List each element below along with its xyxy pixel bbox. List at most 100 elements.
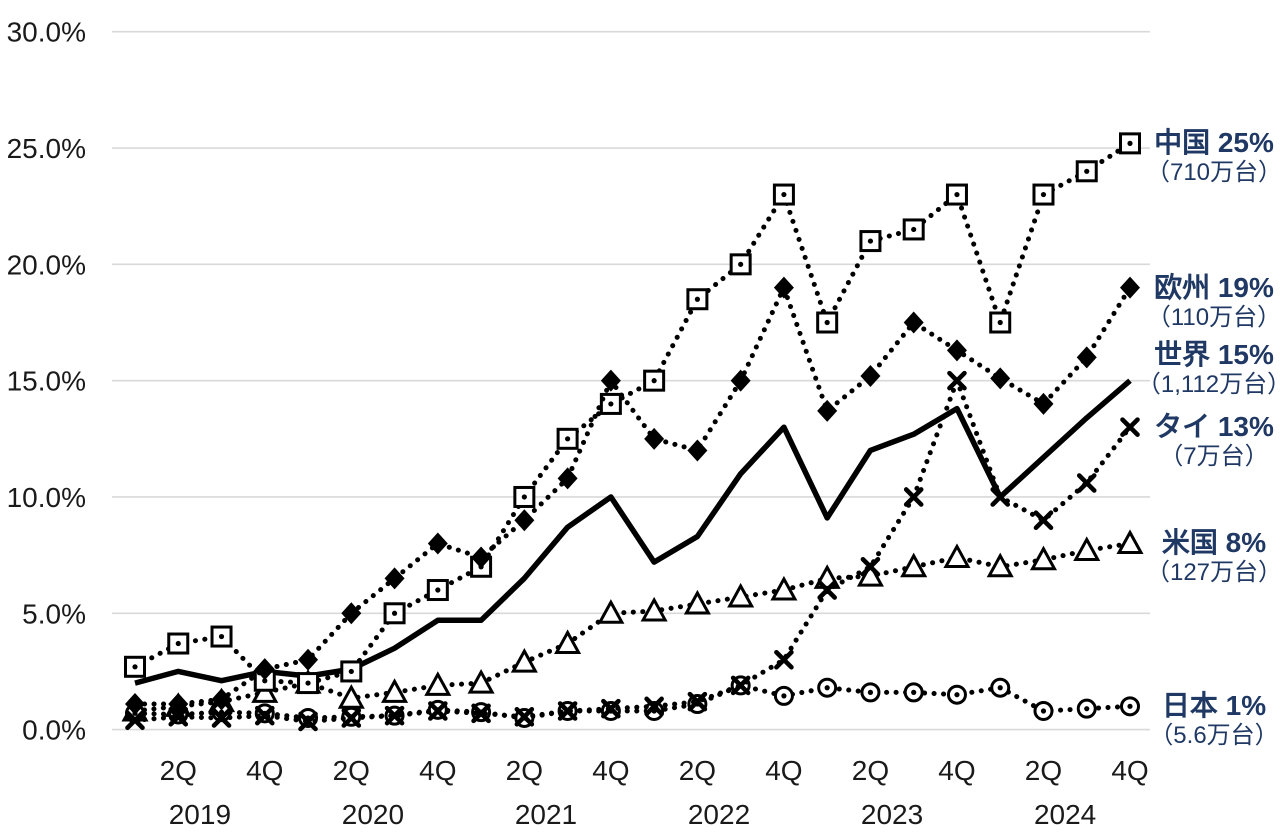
marker-center-dot	[1040, 191, 1047, 198]
marker-x-cross	[1076, 473, 1097, 493]
marker-filled-diamond	[384, 567, 405, 590]
marker-filled-diamond	[471, 546, 492, 569]
marker-filled-diamond	[730, 369, 751, 392]
x-axis-year-label: 2019	[169, 799, 231, 830]
y-axis-tick-label: 20.0%	[7, 249, 86, 280]
x-axis-quarter-label: 4Q	[765, 755, 802, 786]
marker-filled-diamond	[946, 339, 967, 362]
marker-open-triangle	[943, 543, 971, 568]
marker-open-triangle	[510, 648, 538, 673]
marker-x-cross	[774, 650, 794, 670]
x-axis-quarter-label: 2Q	[506, 755, 543, 786]
x-axis-quarter-label: 4Q	[419, 755, 456, 786]
marker-filled-diamond	[298, 648, 319, 671]
marker-x-cross	[557, 701, 578, 721]
marker-center-dot	[651, 378, 657, 384]
marker-filled-diamond	[644, 427, 665, 450]
marker-x-cross	[947, 370, 967, 391]
marker-open-triangle	[727, 582, 755, 608]
y-axis-tick-label: 5.0%	[22, 598, 86, 629]
series-line-china	[132, 140, 1133, 686]
y-axis-tick-label: 0.0%	[22, 715, 86, 746]
x-axis-quarter-label: 4Q	[246, 755, 283, 786]
marker-open-triangle	[770, 575, 798, 601]
x-axis-quarter-label: 2Q	[160, 755, 197, 786]
x-axis-year-label: 2022	[688, 799, 750, 830]
marker-x-cross	[168, 707, 189, 727]
series-world	[134, 378, 1132, 686]
marker-x-cross	[254, 705, 275, 726]
marker-center-dot	[824, 319, 830, 326]
marker-open-triangle	[1029, 545, 1058, 571]
marker-x-cross	[471, 703, 491, 724]
marker-filled-diamond	[427, 532, 448, 555]
marker-filled-diamond	[600, 369, 621, 392]
marker-center-dot	[132, 664, 138, 670]
marker-open-triangle	[381, 678, 409, 703]
marker-open-triangle	[900, 552, 928, 578]
marker-filled-diamond	[990, 367, 1011, 390]
marker-filled-diamond	[903, 311, 924, 334]
marker-x-cross	[903, 487, 924, 507]
marker-filled-diamond	[687, 439, 708, 462]
marker-open-triangle	[986, 552, 1014, 578]
marker-x-cross	[1120, 417, 1140, 437]
x-axis-year-label: 2020	[342, 799, 404, 830]
marker-center-dot	[435, 587, 441, 593]
marker-center-dot	[565, 436, 571, 442]
y-axis-tick-label: 10.0%	[7, 482, 86, 513]
marker-center-dot	[781, 191, 787, 198]
marker-x-cross	[341, 708, 362, 728]
marker-x-cross	[644, 696, 664, 717]
marker-center-dot	[1040, 708, 1047, 714]
marker-filled-diamond	[1120, 276, 1141, 299]
x-axis-quarter-label: 4Q	[1111, 755, 1148, 786]
marker-center-dot	[867, 689, 874, 695]
marker-center-dot	[824, 685, 830, 691]
marker-center-dot	[348, 668, 354, 675]
marker-x-cross	[990, 487, 1011, 507]
marker-center-dot	[997, 319, 1003, 326]
marker-center-dot	[1084, 168, 1090, 174]
series-us	[121, 529, 1144, 722]
marker-filled-diamond	[254, 658, 275, 681]
marker-x-cross	[601, 698, 621, 719]
marker-center-dot	[521, 494, 527, 500]
marker-x-cross	[514, 707, 535, 727]
marker-center-dot	[608, 401, 614, 407]
marker-filled-diamond	[557, 467, 578, 490]
x-axis-quarter-label: 2Q	[852, 755, 889, 786]
x-axis-quarter-label: 2Q	[679, 755, 716, 786]
y-axis-tick-label: 15.0%	[7, 366, 86, 397]
marker-filled-diamond	[1076, 346, 1097, 369]
x-axis-quarter-label: 2Q	[333, 755, 370, 786]
marker-center-dot	[262, 678, 268, 684]
marker-center-dot	[694, 296, 700, 302]
marker-center-dot	[175, 640, 181, 647]
marker-filled-diamond	[773, 276, 794, 299]
marker-filled-diamond	[211, 688, 232, 711]
marker-center-dot	[781, 693, 787, 699]
marker-open-triangle	[1116, 529, 1144, 554]
marker-x-cross	[125, 710, 145, 731]
marker-open-triangle	[467, 668, 495, 694]
marker-x-cross	[298, 711, 318, 732]
marker-open-triangle	[554, 629, 582, 655]
marker-center-dot	[738, 261, 744, 267]
marker-open-triangle	[1073, 536, 1101, 561]
marker-open-triangle	[424, 671, 452, 696]
marker-center-dot	[305, 680, 311, 686]
marker-open-triangle	[683, 589, 711, 615]
marker-x-cross	[817, 580, 837, 600]
series-china	[124, 132, 1142, 695]
x-axis-quarter-label: 4Q	[938, 755, 975, 786]
marker-center-dot	[911, 226, 917, 233]
marker-filled-diamond	[341, 602, 362, 625]
series-line-world	[134, 378, 1132, 686]
marker-center-dot	[1084, 706, 1090, 712]
series-thailand	[125, 370, 1140, 732]
series-line-europe	[132, 285, 1133, 707]
marker-x-cross	[687, 691, 708, 712]
x-axis-year-label: 2021	[515, 799, 577, 830]
